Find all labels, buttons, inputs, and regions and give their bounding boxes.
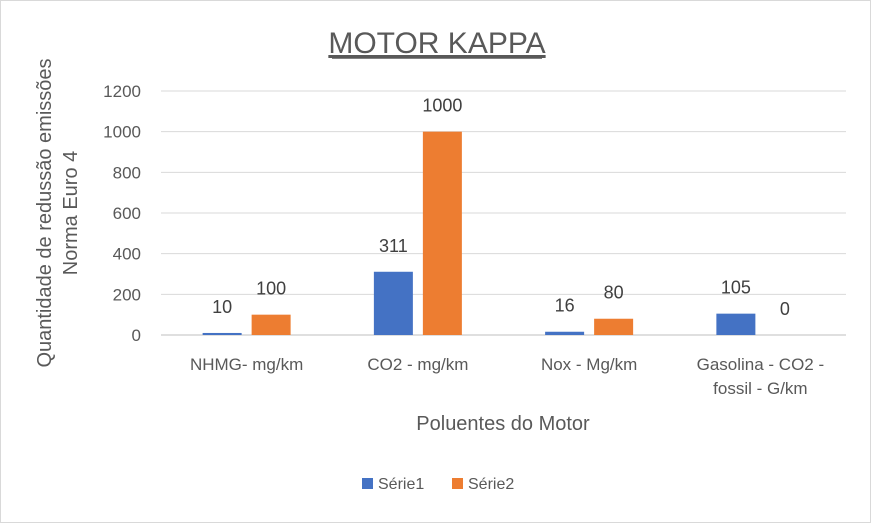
data-labels: 10 100 311 1000 16 80 105 0: [212, 96, 790, 319]
y-tick-label: 200: [113, 285, 141, 304]
y-tick-label: 800: [113, 163, 141, 182]
y-axis-title: Quantidade de redussão emissões Norma Eur…: [34, 58, 82, 367]
category-label: NHMG- mg/km: [190, 355, 303, 374]
bar-srie2-1: [251, 314, 291, 335]
y-tick-label: 1000: [103, 123, 141, 142]
y-axis-title-line: Norma Euro 4: [60, 151, 82, 276]
legend: Série1 Série2: [362, 476, 514, 493]
chart-title: MOTOR KAPPA: [328, 27, 545, 60]
bars: [202, 131, 756, 335]
legend-label: Série1: [378, 476, 424, 493]
y-axis-title-line: Quantidade de redussão emissões: [34, 58, 56, 367]
data-label: 16: [555, 296, 575, 316]
y-tick-label: 0: [132, 326, 141, 345]
x-axis-categories: NHMG- mg/km CO2 - mg/km Nox - Mg/km Gasolin…: [190, 355, 824, 398]
data-label: 10: [212, 297, 232, 317]
y-tick-label: 600: [113, 204, 141, 223]
y-tick-label: 1200: [103, 82, 141, 101]
bar-srie1-2: [373, 271, 413, 335]
x-axis-title: Poluentes do Motor: [416, 413, 590, 435]
y-axis-ticks: 0 200 400 600 800 1000 1200: [103, 82, 141, 345]
bar-srie1-3: [545, 331, 585, 335]
data-label: 1000: [422, 96, 462, 116]
bar-srie2-3: [594, 318, 634, 335]
data-label: 100: [256, 279, 286, 299]
bar-srie2-2: [422, 131, 462, 335]
data-label: 80: [604, 283, 624, 303]
legend-label: Série2: [468, 476, 514, 493]
category-label: Nox - Mg/km: [541, 355, 637, 374]
category-label: fossil - G/km: [713, 379, 807, 398]
data-label: 105: [721, 278, 751, 298]
category-label: CO2 - mg/km: [367, 355, 468, 374]
y-tick-label: 400: [113, 245, 141, 264]
category-label: Gasolina - CO2 -: [697, 355, 825, 374]
data-label: 0: [780, 299, 790, 319]
legend-swatch: [452, 478, 463, 489]
bar-srie1-4: [716, 313, 756, 335]
bar-srie1-1: [202, 332, 242, 335]
data-label: 311: [379, 236, 408, 256]
legend-swatch: [362, 478, 373, 489]
